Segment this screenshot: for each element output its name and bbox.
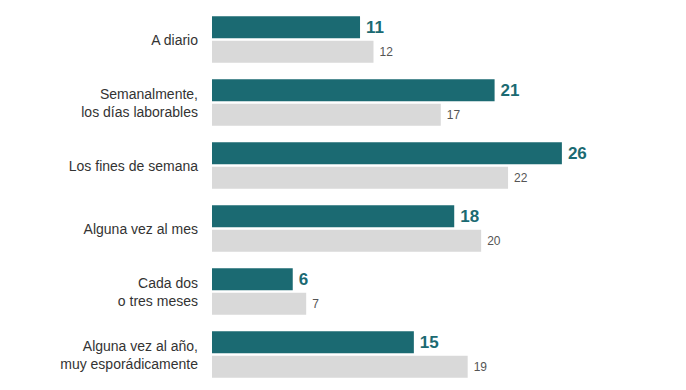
svg-text:los días laborables: los días laborables (81, 104, 198, 120)
svg-text:26: 26 (568, 144, 587, 163)
svg-text:12: 12 (379, 45, 393, 59)
svg-text:A diario: A diario (151, 32, 198, 48)
svg-text:21: 21 (501, 81, 520, 100)
svg-text:o tres meses: o tres meses (118, 293, 198, 309)
svg-text:Alguna vez al mes: Alguna vez al mes (84, 221, 198, 237)
svg-text:20: 20 (487, 234, 501, 248)
svg-text:17: 17 (447, 108, 461, 122)
svg-text:Los fines de semana: Los fines de semana (69, 158, 198, 174)
svg-text:Cada dos: Cada dos (138, 275, 198, 291)
svg-text:muy esporádicamente: muy esporádicamente (60, 356, 198, 372)
svg-text:19: 19 (474, 360, 488, 374)
svg-text:Alguna vez al año,: Alguna vez al año, (83, 338, 198, 354)
svg-text:15: 15 (420, 333, 439, 352)
svg-text:6: 6 (299, 270, 308, 289)
svg-text:Semanalmente,: Semanalmente, (100, 86, 198, 102)
svg-text:18: 18 (460, 207, 479, 226)
svg-text:11: 11 (366, 18, 384, 37)
svg-text:7: 7 (312, 297, 319, 311)
svg-text:22: 22 (514, 171, 528, 185)
